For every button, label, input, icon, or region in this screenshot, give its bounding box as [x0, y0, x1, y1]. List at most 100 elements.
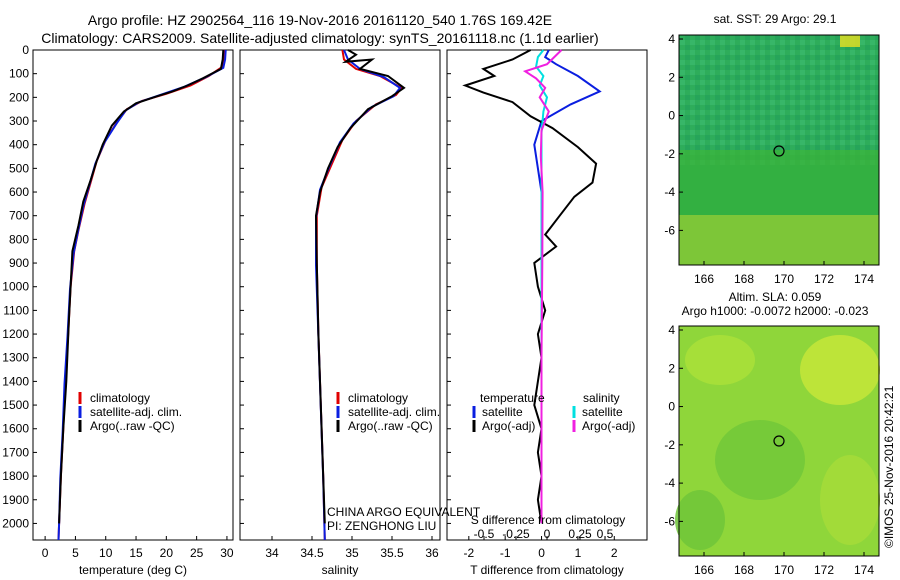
- s-diff-tick-label: -0.5: [474, 527, 495, 541]
- salinity-panel-frame: [239, 49, 441, 541]
- depth-tick-label: 1800: [2, 469, 29, 483]
- s-diff-tick-label: 0.5: [597, 527, 614, 541]
- plot-title-line2: Climatology: CARS2009. Satellite-adjuste…: [41, 30, 599, 46]
- series-line-argo-raw-qc-: [314, 49, 406, 524]
- temperature-panel-frame: [32, 49, 234, 541]
- sst-map-frame: [678, 34, 880, 266]
- map-x-tick-label: 170: [774, 563, 794, 577]
- sst-map-x-axis: 166 168 170 172 174: [694, 261, 874, 286]
- x-tick-label: 20: [160, 546, 174, 560]
- legend-label-climatology: climatology: [348, 391, 408, 405]
- sla-map-frame: [678, 325, 880, 557]
- x-tick-label: -1: [500, 546, 511, 560]
- diff-legend-s-satellite: satellite: [582, 405, 623, 419]
- diff-legend-t-argo: Argo(-adj): [482, 419, 535, 433]
- x-tick-label: -2: [463, 546, 474, 560]
- map-y-tick-label: 0: [668, 109, 675, 123]
- s-diff-tick-label: 0.25: [568, 527, 592, 541]
- sla-map: Altim. SLA: 0.059 Argo h1000: -0.0072 h2…: [664, 290, 880, 577]
- depth-tick-label: 100: [9, 67, 29, 81]
- diff-header-temperature: temperature: [480, 391, 545, 405]
- legend-label-argo: Argo(..raw -QC): [90, 419, 175, 433]
- depth-tick-label: 1600: [2, 422, 29, 436]
- x-tick-label: 2: [611, 546, 618, 560]
- map-x-tick-label: 172: [814, 272, 834, 286]
- series-line-climatology: [57, 49, 226, 541]
- diff-header-salinity: salinity: [583, 391, 620, 405]
- x-tick-label: 0: [42, 546, 49, 560]
- series-line-salinity-argo-adj-: [522, 49, 563, 524]
- x-tick-label: 1: [575, 546, 582, 560]
- difference-plot: -2 -1 0 1 2 T difference from climatology: [462, 49, 624, 577]
- map-x-tick-label: 166: [694, 563, 714, 577]
- map-y-tick-label: 4: [668, 323, 675, 337]
- series-line-satellite-adj-clim-: [57, 49, 227, 541]
- depth-tick-label: 1100: [3, 303, 29, 317]
- x-tick-label: 10: [99, 546, 113, 560]
- depth-tick-label: 300: [9, 114, 29, 128]
- x-tick-label: 30: [220, 546, 234, 560]
- depth-tick-label: 700: [9, 209, 29, 223]
- depth-tick-label: 400: [9, 138, 29, 152]
- temperature-legend: climatology satellite-adj. clim. Argo(..…: [78, 391, 182, 433]
- depth-tick-label: 1000: [2, 280, 29, 294]
- depth-tick-label: 1400: [2, 374, 29, 388]
- x-axis-label: T difference from climatology: [470, 563, 624, 577]
- legend-label-satellite: satellite-adj. clim.: [348, 405, 440, 419]
- map-y-tick-label: -2: [664, 147, 675, 161]
- legend-label-satellite: satellite-adj. clim.: [90, 405, 182, 419]
- sst-map: sat. SST: 29 Argo: 29.1 4 2 0 -2 -4 -6 166 168…: [664, 12, 880, 286]
- depth-tick-label: 0: [22, 43, 29, 57]
- map-x-tick-label: 174: [854, 563, 874, 577]
- map-y-tick-label: 0: [668, 400, 675, 414]
- salinity-plot: 34 34.5 35 35.5 36 salinity: [265, 49, 439, 577]
- map-y-tick-label: -4: [664, 476, 675, 490]
- map-y-tick-label: -2: [664, 438, 675, 452]
- map-y-tick-label: -6: [664, 223, 675, 237]
- series-line-argo-raw-qc-: [58, 49, 225, 524]
- map-y-tick-label: -4: [664, 185, 675, 199]
- depth-tick-label: 500: [9, 161, 29, 175]
- legend-label-climatology: climatology: [90, 391, 150, 405]
- x-tick-label: 34: [265, 546, 279, 560]
- x-tick-label: 35.5: [380, 546, 404, 560]
- credit-text: ©IMOS 25-Nov-2016 20:42:21: [882, 385, 896, 548]
- s-diff-tick-label: -0.25: [502, 527, 530, 541]
- legend-label-argo: Argo(..raw -QC): [348, 419, 433, 433]
- sla-map-x-axis: 166 168 170 172 174: [694, 552, 874, 577]
- s-difference-axis: S difference from climatology -0.5 -0.25…: [471, 513, 626, 541]
- difference-legend: temperature salinity satellite Argo(-adj…: [472, 391, 635, 433]
- map-x-tick-label: 170: [774, 272, 794, 286]
- map-y-tick-label: 2: [668, 70, 675, 84]
- depth-tick-label: 200: [9, 90, 29, 104]
- temperature-plot: 0 5 10 15 20 25 30 temperature (deg C): [42, 49, 234, 577]
- map-x-tick-label: 172: [814, 563, 834, 577]
- depth-tick-label: 1700: [2, 445, 29, 459]
- x-tick-label: 0: [538, 546, 545, 560]
- x-axis-label: temperature (deg C): [79, 563, 187, 577]
- sla-map-title1: Altim. SLA: 0.059: [729, 290, 822, 304]
- x-axis-label: salinity: [322, 563, 359, 577]
- depth-tick-label: 600: [9, 185, 29, 199]
- depth-tick-label: 900: [9, 256, 29, 270]
- map-x-tick-label: 174: [854, 272, 874, 286]
- x-tick-label: 15: [129, 546, 143, 560]
- depth-tick-label: 1300: [2, 351, 29, 365]
- depth-tick-label: 1900: [2, 493, 29, 507]
- diff-legend-t-satellite: satellite: [482, 405, 523, 419]
- argo-location-marker: [773, 435, 785, 447]
- series-line-satellite-adj-clim-: [315, 49, 402, 541]
- series-line-climatology: [315, 49, 404, 541]
- plot-title-line1: Argo profile: HZ 2902564_116 19-Nov-2016…: [87, 12, 553, 28]
- depth-axis: 0 100 200 300 400 500 600 700 800 900 1000 1100 1200…: [2, 43, 451, 530]
- x-tick-label: 25: [190, 546, 204, 560]
- map-x-tick-label: 168: [734, 563, 754, 577]
- institution-line2: PI: ZENGHONG LIU: [327, 519, 436, 533]
- argo-location-marker: [773, 145, 785, 157]
- sla-map-title2: Argo h1000: -0.0072 h2000: -0.023: [682, 304, 869, 318]
- x-tick-label: 36: [425, 546, 439, 560]
- x-tick-label: 34.5: [300, 546, 324, 560]
- map-y-tick-label: 4: [668, 32, 675, 46]
- depth-tick-label: 1500: [2, 398, 29, 412]
